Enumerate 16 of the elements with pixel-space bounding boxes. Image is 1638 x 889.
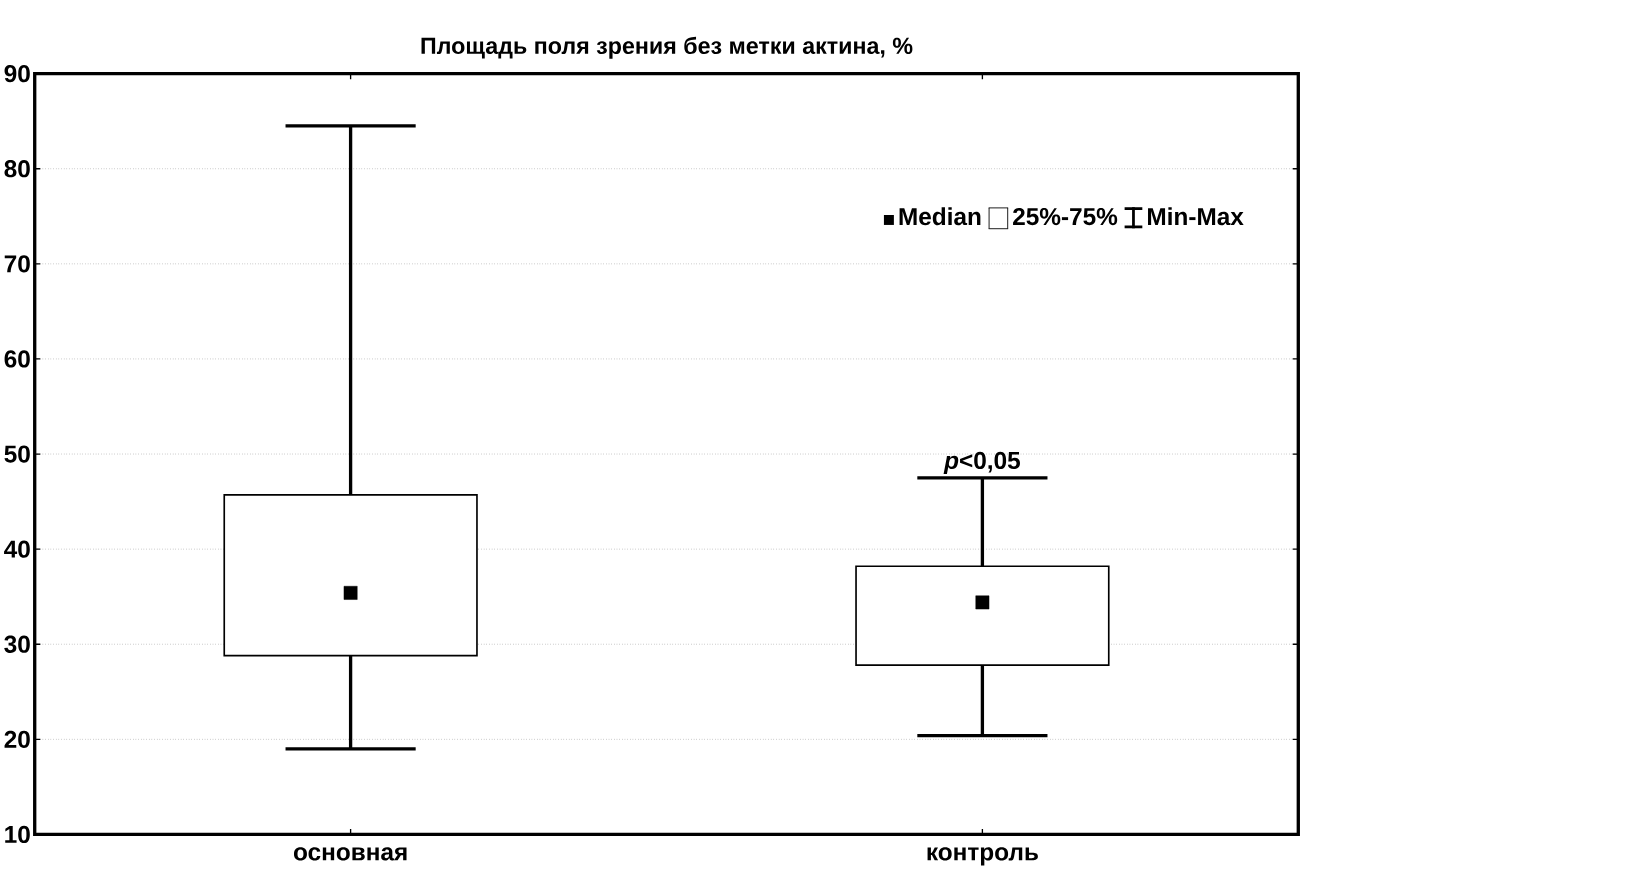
y-tick-label: 40 — [4, 540, 30, 558]
y-tick-label: 10 — [5, 825, 30, 843]
y-tick-label: 30 — [4, 635, 30, 653]
x-tick-label: контроль — [927, 847, 1038, 866]
annotation: 25%-75% — [1013, 207, 1118, 226]
x-tick-label: основная — [293, 847, 407, 861]
y-tick-label: 50 — [4, 445, 30, 463]
y-tick-label: 60 — [4, 350, 30, 368]
annotation: p<0,05 — [943, 451, 1020, 474]
y-tick-label: 80 — [4, 159, 30, 178]
y-tick-label: 70 — [4, 255, 30, 273]
annotation: Median — [899, 207, 981, 226]
y-tick-label: 20 — [4, 730, 30, 748]
annotation: Min-Max — [1148, 207, 1244, 226]
y-tick-label: 90 — [4, 64, 30, 83]
chart-title: Площадь поля зрения без метки актина, % — [421, 36, 913, 59]
